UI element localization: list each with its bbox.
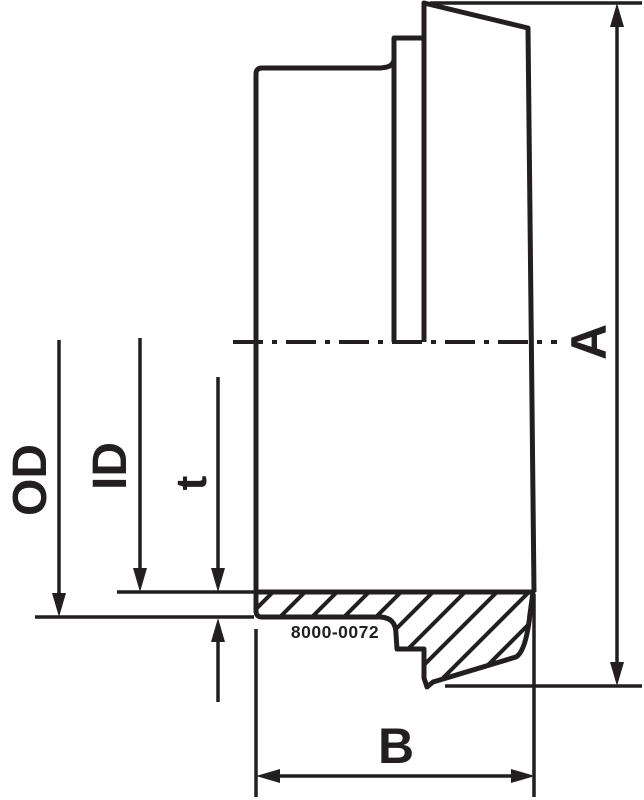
extension-lines: [35, 1, 642, 797]
t-arrowhead-down: [211, 568, 225, 592]
a-dim-label: A: [561, 324, 617, 360]
t-arrowhead-up: [211, 618, 225, 642]
dimension-labels: OD ID t A B 8000-0072: [4, 324, 617, 774]
id-arrowhead-down: [133, 568, 147, 592]
part-number-label: 8000-0072: [291, 622, 379, 642]
od-label: OD: [4, 444, 57, 516]
b-arrowhead-left: [256, 769, 280, 783]
a-arrowhead-down: [610, 662, 624, 686]
dimension-lines: [52, 3, 624, 783]
a-arrowhead-up: [610, 3, 624, 27]
b-arrowhead-right: [511, 769, 535, 783]
id-label: ID: [84, 442, 137, 490]
b-dim-label: B: [378, 718, 414, 774]
od-arrowhead-down: [52, 593, 66, 617]
t-label: t: [167, 475, 216, 490]
